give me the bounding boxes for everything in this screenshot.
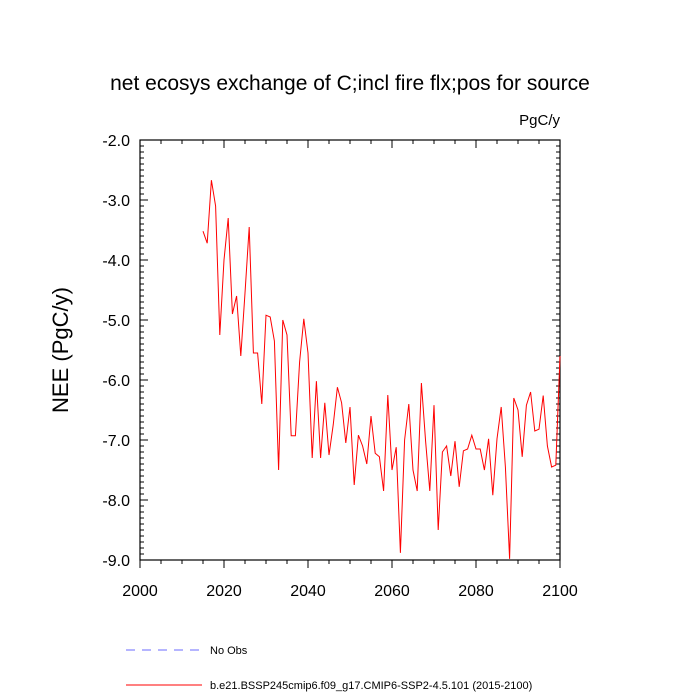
- y-tick-label: -2.0: [102, 133, 130, 150]
- legend-label-2: b.e21.BSSP245cmip6.f09_g17.CMIP6-SSP2-4.…: [210, 680, 532, 692]
- x-tick-label: 2100: [542, 583, 578, 600]
- x-tick-label: 2000: [122, 583, 158, 600]
- y-tick-label: -3.0: [102, 193, 130, 210]
- x-tick-label: 2020: [206, 583, 242, 600]
- y-tick-label: -5.0: [102, 313, 130, 330]
- y-tick-label: -4.0: [102, 253, 130, 270]
- x-tick-label: 2040: [290, 583, 326, 600]
- units-label: PgC/y: [519, 112, 560, 129]
- y-tick-label: -8.0: [102, 493, 130, 510]
- y-tick-label: -6.0: [102, 373, 130, 390]
- series-line-simulation: [202, 180, 561, 559]
- y-tick-label: -9.0: [102, 553, 130, 570]
- plot-frame: [139, 139, 561, 561]
- legend-label-1: No Obs: [210, 645, 248, 657]
- y-axis-label: NEE (PgC/y): [48, 287, 73, 413]
- chart-title: net ecosys exchange of C;incl fire flx;p…: [110, 72, 590, 95]
- y-tick-label: -7.0: [102, 433, 130, 450]
- x-tick-label: 2060: [374, 583, 410, 600]
- x-tick-label: 2080: [458, 583, 494, 600]
